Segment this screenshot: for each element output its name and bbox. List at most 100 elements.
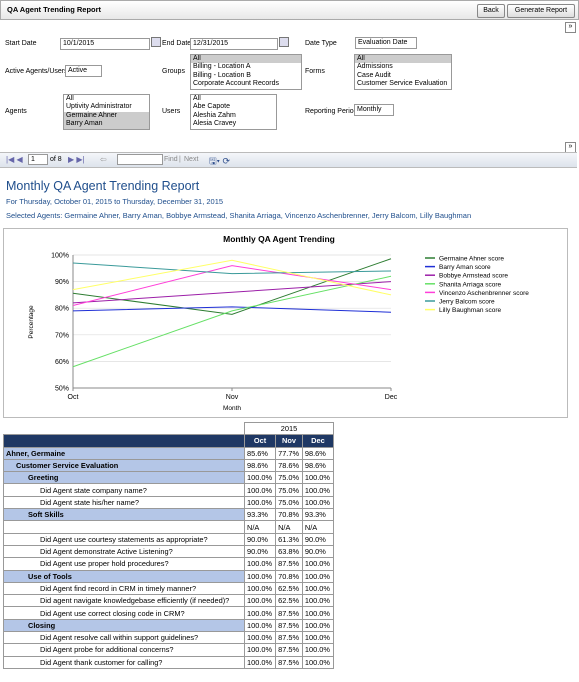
row-label: Did Agent use proper hold procedures?	[3, 557, 245, 571]
active-select[interactable]: Active	[65, 65, 102, 77]
agents-list[interactable]: All Uptivity Administrator Germaine Ahner B…	[63, 94, 150, 130]
list-item[interactable]: Uptivity Administrator	[66, 103, 132, 111]
selected-agents: Selected Agents: Germaine Ahner, Barry A…	[6, 211, 472, 220]
cell: 100.0%	[243, 631, 277, 645]
toolbar: |◀ ◀ 1 of 8 ▶ ▶| ⇦ Find | Next 🖫▾ ⟳	[0, 152, 577, 168]
report-table: 2015 Oct Nov Dec Ahner, Germaine 85.6% 77.7% 98…	[3, 421, 335, 669]
cell: 98.6%	[301, 458, 335, 473]
blank	[3, 421, 245, 436]
cell: 100.0%	[243, 655, 277, 669]
series-line	[72, 275, 392, 368]
list-item[interactable]: Barry Aman	[64, 120, 149, 129]
forms-list[interactable]: All Admissions Case Audit Customer Service …	[354, 54, 452, 90]
cell: 62.5%	[275, 581, 303, 596]
datetype-select[interactable]: Evaluation Date	[355, 37, 417, 49]
separator: |	[179, 156, 181, 163]
row-label: Did Agent demonstrate Active Listening?	[3, 544, 245, 559]
table-row: Soft Skills 93.3% 70.8% 93.3%	[3, 508, 335, 522]
list-item[interactable]: All	[355, 55, 451, 64]
series-line	[72, 281, 392, 304]
cell: 93.3%	[301, 508, 335, 522]
find-link[interactable]: Find	[164, 156, 178, 163]
list-item[interactable]: Germaine Ahner	[64, 111, 149, 121]
table-row: Did agent navigate knowledgebase efficie…	[3, 594, 335, 608]
row-label: Closing	[3, 618, 245, 633]
period-select[interactable]: Monthly	[354, 104, 394, 116]
nav-icons[interactable]: |◀ ◀	[6, 155, 23, 164]
table-row: Use of Tools 100.0% 70.8% 100.0%	[3, 569, 335, 583]
cell: 100.0%	[301, 495, 335, 510]
generate-button[interactable]: Generate Report	[507, 4, 575, 18]
list-item[interactable]: Case Audit	[357, 71, 391, 79]
list-item[interactable]: Billing - Location A	[193, 63, 251, 71]
y-tick-label: 80%	[55, 306, 69, 313]
list-item[interactable]: All	[66, 95, 74, 102]
list-item[interactable]: Billing - Location B	[193, 71, 251, 79]
collapse-icon[interactable]: »	[565, 22, 576, 33]
table-row: Closing 100.0% 87.5% 100.0%	[3, 618, 335, 633]
agents-label: Agents	[5, 108, 27, 115]
table-row: Did Agent demonstrate Active Listening? 9…	[3, 544, 335, 559]
list-item[interactable]: Admissions	[357, 63, 393, 71]
export-icon[interactable]: 🖫▾ ⟳	[209, 156, 231, 166]
row-label: Did Agent use courtesy statements as app…	[3, 532, 245, 546]
row-label	[3, 520, 245, 534]
column-header: Dec	[301, 434, 335, 448]
cell: 75.0%	[275, 483, 303, 497]
page-input[interactable]: 1	[28, 154, 48, 165]
list-item[interactable]: Alesia Cravey	[193, 120, 237, 128]
next-link[interactable]: Next	[184, 156, 199, 163]
back-button[interactable]: Back	[477, 4, 505, 18]
calendar-icon[interactable]	[279, 37, 289, 47]
row-label: Did Agent probe for additional concerns?	[3, 643, 245, 657]
cell: 70.8%	[275, 569, 303, 583]
cell: 87.5%	[275, 655, 303, 669]
cell: 100.0%	[301, 569, 335, 583]
table-row: Did Agent thank customer for calling? 100…	[3, 655, 335, 669]
list-item[interactable]: All	[193, 95, 201, 102]
cell: 87.5%	[275, 557, 303, 571]
header-title: QA Agent Trending Report	[7, 5, 102, 14]
end-input[interactable]: 12/31/2015	[190, 38, 278, 50]
report-title: Monthly QA Agent Trending Report	[6, 179, 200, 193]
start-input[interactable]: 10/1/2015	[60, 38, 150, 50]
list-item[interactable]: Customer Service Evaluation	[357, 80, 448, 88]
list-item[interactable]: All	[191, 55, 301, 64]
calendar-icon[interactable]	[151, 37, 161, 47]
cell: 100.0%	[243, 643, 277, 657]
row-label: Greeting	[3, 471, 245, 485]
page-count: of 8	[50, 156, 62, 163]
column-header: Oct	[243, 434, 277, 448]
header: QA Agent Trending Report Back Generate R…	[0, 0, 579, 20]
cell: 75.0%	[275, 495, 303, 510]
period-label: Reporting Period	[305, 108, 358, 115]
cell: 100.0%	[243, 471, 277, 485]
back-icon[interactable]: ⇦	[100, 155, 107, 164]
table-row: Did Agent use courtesy statements as app…	[3, 532, 335, 546]
list-item[interactable]: Abe Capote	[193, 103, 230, 111]
row-label: Did Agent resolve call within support gu…	[3, 631, 245, 645]
report-subtitle: For Thursday, October 01, 2015 to Thursd…	[6, 197, 224, 206]
table-row: Did Agent find record in CRM in timely m…	[3, 581, 335, 596]
row-label: Soft Skills	[3, 508, 245, 522]
groups-list[interactable]: All Billing - Location A Billing - Locatio…	[190, 54, 302, 90]
cell: 100.0%	[301, 606, 335, 620]
chart: Monthly QA Agent Trending Month Percenta…	[3, 228, 568, 418]
cell: 90.0%	[243, 532, 277, 546]
list-item[interactable]: Aleshia Zahm	[193, 111, 236, 119]
list-item[interactable]: Corporate Account Records	[193, 80, 279, 88]
x-tick-label: Dec	[385, 394, 398, 401]
series-line	[72, 262, 392, 275]
cell: 62.5%	[275, 594, 303, 608]
cell: 100.0%	[243, 495, 277, 510]
users-list[interactable]: All Abe Capote Aleshia Zahm Alesia Cravey	[190, 94, 277, 130]
nav-icons[interactable]: ▶ ▶|	[68, 155, 85, 164]
legend-label: Barry Aman score	[439, 264, 491, 271]
find-input[interactable]	[117, 154, 163, 165]
cell: 90.0%	[301, 544, 335, 559]
row-label: Did Agent state his/her name?	[3, 495, 245, 510]
row-label: Customer Service Evaluation	[3, 458, 245, 473]
cell: 85.6%	[243, 446, 277, 460]
legend-label: Lilly Baughman score	[439, 307, 502, 314]
blank	[3, 434, 245, 448]
